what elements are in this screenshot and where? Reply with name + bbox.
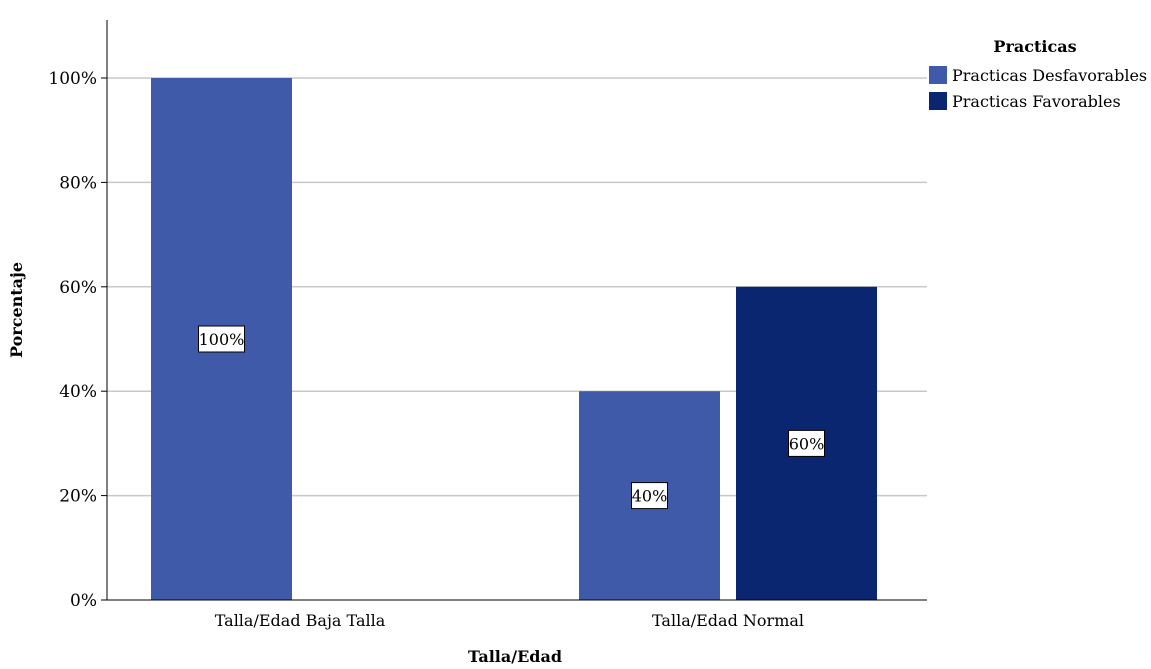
legend: Practicas Practicas Desfavorables Practi… bbox=[929, 37, 1147, 111]
legend-label-practicas-desfavorables: Practicas Desfavorables bbox=[952, 66, 1147, 85]
x-tick-label: Talla/Edad Normal bbox=[652, 611, 804, 630]
data-label: 60% bbox=[789, 434, 825, 453]
y-tick-label: 0% bbox=[70, 591, 97, 611]
data-label: 40% bbox=[632, 487, 668, 506]
legend-swatch-practicas-favorables bbox=[929, 92, 947, 110]
data-labels: 100% 40% 60% bbox=[198, 325, 825, 510]
y-tick-label: 60% bbox=[59, 278, 97, 298]
y-axis-title: Porcentaje bbox=[7, 262, 26, 358]
bars bbox=[151, 78, 877, 600]
x-tick-label: Talla/Edad Baja Talla bbox=[215, 611, 386, 630]
legend-swatch-practicas-desfavorables bbox=[929, 66, 947, 84]
axes: 0% 20% 40% 60% 80% 100% Talla/Edad Baja Talla T… bbox=[48, 20, 927, 630]
legend-label-practicas-favorables: Practicas Favorables bbox=[952, 92, 1121, 111]
y-tick-label: 20% bbox=[59, 487, 97, 507]
y-tick-label: 80% bbox=[59, 173, 97, 193]
y-tick-label: 100% bbox=[48, 69, 97, 89]
data-label: 100% bbox=[199, 330, 245, 349]
y-tick-label: 40% bbox=[59, 382, 97, 402]
x-axis-title: Talla/Edad bbox=[468, 647, 562, 666]
data-label-box bbox=[631, 482, 668, 510]
legend-title: Practicas bbox=[993, 37, 1076, 56]
data-label-box bbox=[788, 429, 825, 457]
data-label-box bbox=[198, 325, 245, 353]
